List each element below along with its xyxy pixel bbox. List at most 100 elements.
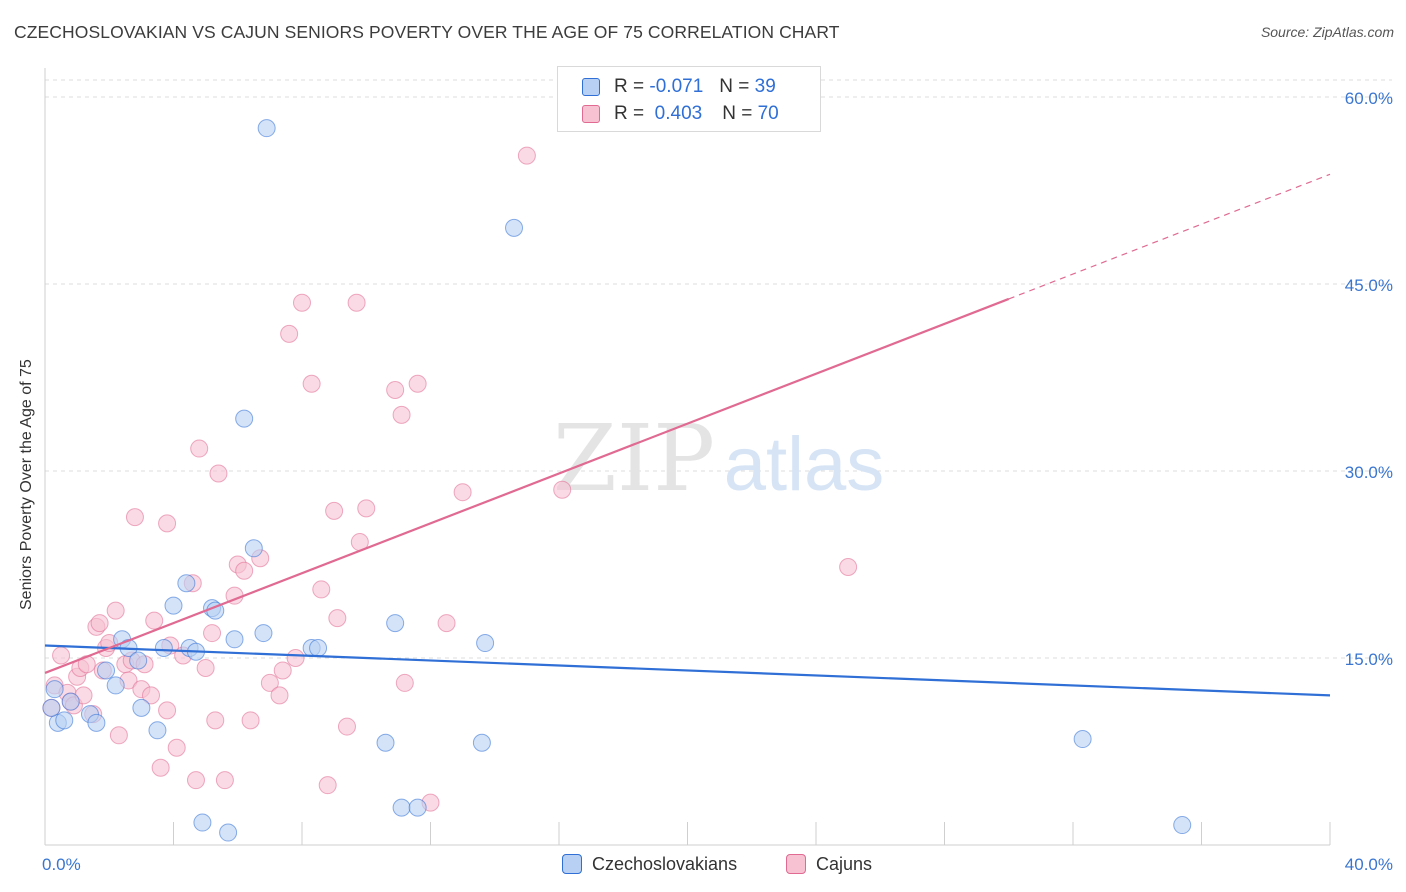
cajun-point — [357, 499, 376, 518]
cajun-point — [517, 146, 536, 165]
cajun-point — [167, 738, 186, 757]
x-tick-label: 40.0% — [1345, 855, 1393, 874]
cajun-point — [280, 324, 299, 343]
czechoslovakian-point — [177, 574, 196, 593]
cajun-point — [151, 758, 170, 777]
czechoslovakian-point — [97, 661, 116, 680]
axes — [44, 68, 1331, 846]
x-tick-label: 0.0% — [42, 855, 81, 874]
y-tick-label: 30.0% — [1345, 463, 1393, 482]
cajun-point — [235, 561, 254, 580]
czechoslovakian-trend-line — [44, 644, 1331, 697]
cajun-point — [209, 464, 228, 483]
cajun-point — [158, 701, 177, 720]
cajun-point — [125, 508, 144, 527]
cajun-point — [106, 601, 125, 620]
cajun-point — [196, 658, 215, 677]
legend-swatch-blue — [582, 78, 600, 96]
cajun-point — [328, 609, 347, 628]
y-tick-label: 15.0% — [1345, 650, 1393, 669]
czechoslovakian-point — [309, 639, 328, 658]
cajun-point — [203, 624, 222, 643]
czechoslovakian-point — [257, 119, 276, 138]
cajun-point — [158, 514, 177, 533]
czechoslovakian-point — [148, 721, 167, 740]
bottom-legend-cajuns: Cajuns — [786, 852, 872, 876]
czechoslovakian-point — [164, 596, 183, 615]
cajun-point — [347, 293, 366, 312]
chart-title: CZECHOSLOVAKIAN VS CAJUN SENIORS POVERTY… — [14, 22, 840, 42]
czechoslovakian-point — [106, 676, 125, 695]
y-tick-label: 45.0% — [1345, 276, 1393, 295]
legend-r-label: R = — [614, 103, 645, 124]
cajun-point — [395, 673, 414, 692]
czechoslovakian-point — [42, 698, 61, 717]
cajun-point — [302, 374, 321, 393]
cajun-point — [312, 580, 331, 599]
czechoslovakian-point — [132, 698, 151, 717]
czechoslovakian-point — [476, 634, 495, 653]
cajun-point — [190, 439, 209, 458]
y-tick-label: 60.0% — [1345, 89, 1393, 108]
czechoslovakian-point — [193, 813, 212, 832]
cajun-trend-extension — [1008, 173, 1331, 300]
cajun-point — [325, 501, 344, 520]
bottom-legend-label: Cajuns — [816, 853, 873, 874]
cajun-point — [273, 661, 292, 680]
legend-row-czechoslovakians: R = -0.071 N = 39 — [582, 75, 776, 99]
y-axis-label: Seniors Poverty Over the Age of 75 — [18, 359, 35, 610]
cajun-point — [386, 380, 405, 399]
czechoslovakian-point — [244, 539, 263, 558]
cajun-trend-line — [44, 297, 1010, 674]
cajun-point — [337, 717, 356, 736]
cajun-point — [142, 686, 161, 705]
czechoslovakian-point — [472, 733, 491, 752]
czechoslovakian-point — [219, 823, 238, 842]
czechoslovakian-point — [45, 680, 64, 699]
legend-swatch-pink — [582, 105, 600, 123]
cajun-point — [215, 771, 234, 790]
legend-n-value: 70 — [757, 103, 779, 124]
cajun-point — [270, 686, 289, 705]
correlation-legend: R = -0.071 N = 39 R = 0.403 N = 70 — [557, 66, 821, 132]
czechoslovakian-point — [376, 733, 395, 752]
legend-r-value: 0.403 — [654, 103, 703, 124]
legend-r-label: R = — [614, 76, 645, 97]
czechoslovakian-point — [408, 798, 427, 817]
bottom-legend-swatch-blue — [562, 854, 582, 874]
legend-r-value: -0.071 — [649, 76, 704, 97]
cajun-point — [206, 711, 225, 730]
cajun-point — [145, 611, 164, 630]
legend-n-label: N = — [719, 76, 750, 97]
cajun-point — [839, 557, 858, 576]
watermark: ZIP atlas — [553, 405, 884, 512]
czechoslovakian-point — [505, 218, 524, 237]
czechoslovakian-point — [154, 639, 173, 658]
czechoslovakian-point — [61, 692, 80, 711]
legend-row-cajuns: R = 0.403 N = 70 — [582, 102, 779, 126]
cajun-point — [52, 646, 71, 665]
cajun-point — [437, 614, 456, 633]
cajun-point — [318, 776, 337, 795]
cajun-point — [286, 649, 305, 667]
czechoslovakian-point — [1173, 816, 1192, 835]
cajun-point — [109, 726, 128, 745]
czechoslovakian-point — [1073, 730, 1092, 749]
cajun-point — [260, 673, 279, 692]
czechoslovakian-point — [129, 651, 148, 670]
data-points — [42, 119, 1192, 842]
czechoslovakian-point — [392, 798, 411, 817]
watermark-atlas: atlas — [724, 422, 885, 507]
legend-n-label: N = — [722, 103, 753, 124]
watermark-zip: ZIP — [553, 405, 715, 512]
cajun-point — [293, 293, 311, 312]
cajun-point — [453, 483, 472, 502]
tick-labels: 15.0% 30.0% 45.0% 60.0% 0.0% 40.0% — [42, 89, 1393, 874]
cajun-point — [553, 480, 572, 499]
legend-n-value: 39 — [754, 76, 776, 97]
cajun-point — [186, 771, 205, 790]
czechoslovakian-point — [235, 409, 254, 428]
bottom-legend-czechoslovakians: Czechoslovakians — [562, 852, 737, 876]
bottom-legend-swatch-pink — [786, 854, 806, 874]
